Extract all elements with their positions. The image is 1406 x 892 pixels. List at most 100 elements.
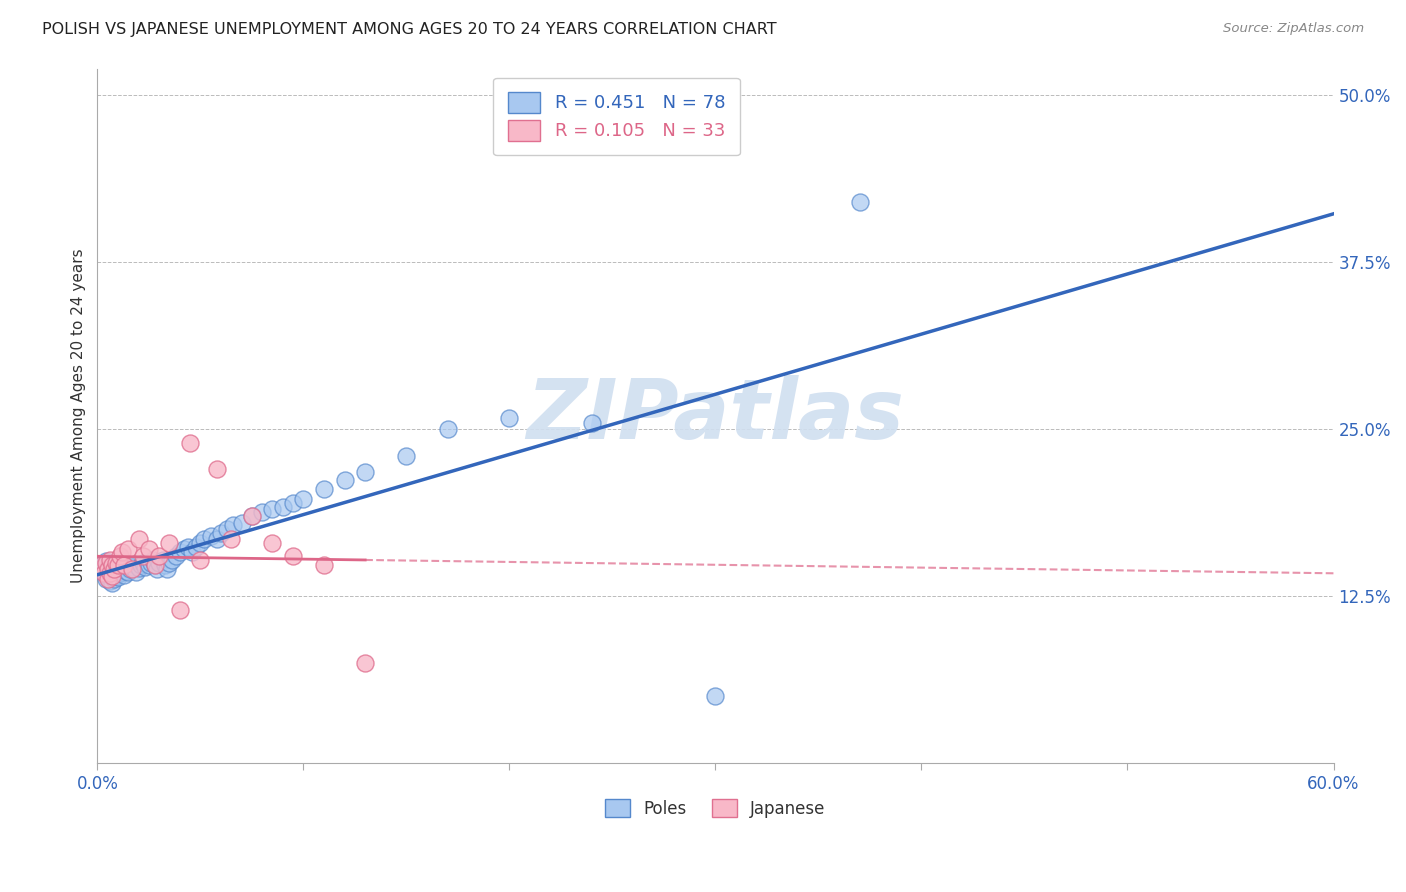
Point xyxy=(152,553,174,567)
Point xyxy=(100,558,122,573)
Point xyxy=(181,545,204,559)
Point xyxy=(111,565,134,579)
Point xyxy=(217,522,239,536)
Point xyxy=(143,558,166,573)
Point xyxy=(100,567,122,582)
Point xyxy=(219,532,242,546)
Point xyxy=(159,556,181,570)
Point xyxy=(271,500,294,514)
Point xyxy=(160,553,183,567)
Point xyxy=(177,540,200,554)
Point xyxy=(281,496,304,510)
Point xyxy=(94,556,117,570)
Point xyxy=(93,566,115,581)
Point xyxy=(240,508,263,523)
Point xyxy=(117,565,139,579)
Point xyxy=(103,562,125,576)
Point xyxy=(117,558,139,573)
Text: Source: ZipAtlas.com: Source: ZipAtlas.com xyxy=(1223,22,1364,36)
Point xyxy=(107,570,129,584)
Point xyxy=(103,572,125,586)
Point xyxy=(103,557,125,571)
Point xyxy=(112,561,135,575)
Point xyxy=(103,564,125,578)
Point xyxy=(94,572,117,586)
Point xyxy=(169,602,191,616)
Point xyxy=(108,559,131,574)
Point xyxy=(354,656,377,670)
Point xyxy=(193,532,215,546)
Point xyxy=(100,569,122,583)
Point xyxy=(104,556,127,570)
Point xyxy=(704,690,727,704)
Point xyxy=(131,549,153,563)
Point xyxy=(108,566,131,581)
Point xyxy=(155,558,177,573)
Point xyxy=(209,526,232,541)
Point xyxy=(498,411,520,425)
Point xyxy=(94,554,117,568)
Point xyxy=(148,556,170,570)
Point xyxy=(138,542,160,557)
Point xyxy=(146,562,169,576)
Text: ZIPatlas: ZIPatlas xyxy=(526,376,904,457)
Point xyxy=(262,502,284,516)
Point xyxy=(240,508,263,523)
Point xyxy=(848,195,870,210)
Point xyxy=(312,558,335,573)
Point xyxy=(231,516,253,530)
Point xyxy=(190,535,212,549)
Point xyxy=(169,545,191,559)
Y-axis label: Unemployment Among Ages 20 to 24 years: Unemployment Among Ages 20 to 24 years xyxy=(72,249,86,583)
Point xyxy=(179,435,201,450)
Point xyxy=(97,569,120,583)
Point xyxy=(205,462,228,476)
Point xyxy=(108,549,131,563)
Point xyxy=(93,566,115,581)
Point xyxy=(333,473,356,487)
Point xyxy=(107,556,129,570)
Point xyxy=(97,562,120,576)
Point xyxy=(186,540,208,554)
Point xyxy=(148,549,170,563)
Point xyxy=(98,553,121,567)
Point xyxy=(190,553,212,567)
Point xyxy=(124,557,146,571)
Point xyxy=(117,542,139,557)
Point xyxy=(98,558,121,573)
Point xyxy=(128,532,150,546)
Point xyxy=(120,562,142,576)
Point xyxy=(312,483,335,497)
Point xyxy=(354,465,377,479)
Point xyxy=(111,545,134,559)
Point xyxy=(125,565,148,579)
Point xyxy=(112,567,135,582)
Point xyxy=(112,558,135,573)
Point xyxy=(139,556,162,570)
Point xyxy=(131,556,153,570)
Point xyxy=(100,575,122,590)
Point xyxy=(173,542,195,557)
Point xyxy=(262,535,284,549)
Point xyxy=(98,566,121,581)
Point xyxy=(222,518,245,533)
Point xyxy=(159,535,181,549)
Point xyxy=(97,556,120,570)
Point xyxy=(98,565,121,579)
Point xyxy=(165,549,187,563)
Point xyxy=(281,549,304,563)
Point xyxy=(138,558,160,573)
Point xyxy=(250,505,273,519)
Point xyxy=(581,416,603,430)
Point xyxy=(100,559,122,574)
Point xyxy=(134,559,156,574)
Point xyxy=(205,532,228,546)
Point xyxy=(395,449,418,463)
Point xyxy=(156,562,179,576)
Point xyxy=(121,559,143,574)
Point xyxy=(98,574,121,589)
Point xyxy=(90,558,112,573)
Point xyxy=(111,558,134,573)
Point xyxy=(200,529,222,543)
Point xyxy=(143,558,166,573)
